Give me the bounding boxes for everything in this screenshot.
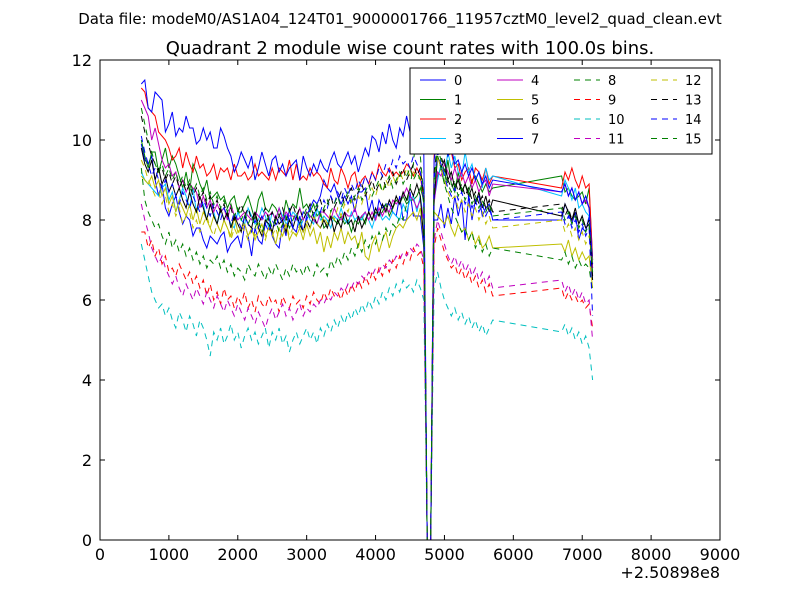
series-line-4 (140, 99, 594, 541)
legend-label-5: 5 (531, 94, 539, 109)
series-line-7 (140, 67, 594, 541)
axes-layer: 0 1000 2000 3000 4000 5000 6000 7000 8000 9000 0 2 4… (72, 51, 741, 564)
series-line-14 (140, 135, 594, 541)
legend-label-6: 6 (531, 113, 539, 128)
legend-label-4: 4 (531, 74, 539, 89)
legend-label-11: 11 (608, 133, 625, 148)
series-line-5 (140, 174, 594, 541)
series-layer (140, 67, 594, 541)
legend-label-10: 10 (608, 113, 625, 128)
x-tick-label: 4000 (355, 545, 396, 564)
legend-label-0: 0 (454, 74, 462, 89)
y-tick-label: 8 (82, 211, 92, 230)
x-tick-label: 1000 (149, 545, 190, 564)
y-tick-label: 12 (72, 51, 92, 70)
series-line-15 (140, 107, 594, 541)
series-line-8 (140, 123, 594, 541)
x-tick-label: 6000 (493, 545, 534, 564)
series-line-9 (141, 227, 594, 541)
legend-label-12: 12 (685, 74, 702, 89)
x-tick-label: 5000 (424, 545, 465, 564)
chart-suptitle: Data file: modeM0/AS1A04_124T01_90000017… (78, 10, 722, 29)
y-tick-label: 0 (82, 531, 92, 550)
y-tick-label: 10 (72, 131, 92, 150)
legend-label-1: 1 (454, 94, 462, 109)
series-line-11 (140, 203, 594, 541)
x-offset-label: +2.50898e8 (620, 563, 720, 582)
legend-label-2: 2 (454, 113, 462, 128)
x-tick-label: 7000 (562, 545, 603, 564)
y-tick-label: 4 (82, 371, 92, 390)
y-tick-label: 6 (82, 291, 92, 310)
series-line-12 (140, 155, 594, 541)
legend-label-15: 15 (685, 133, 702, 148)
legend-label-13: 13 (685, 94, 702, 109)
x-tick-label: 8000 (631, 545, 672, 564)
series-line-0 (140, 143, 594, 541)
legend-label-8: 8 (608, 74, 616, 89)
x-tick-label: 3000 (286, 545, 327, 564)
legend-label-14: 14 (685, 113, 702, 128)
series-line-13 (140, 115, 594, 541)
series-line-2 (140, 87, 594, 541)
legend-label-9: 9 (608, 94, 616, 109)
x-tick-label: 0 (95, 545, 105, 564)
plot-frame (99, 59, 721, 541)
y-tick-label: 2 (82, 451, 92, 470)
legend-box (409, 67, 713, 155)
chart-title: Quadrant 2 module wise count rates with … (166, 38, 655, 59)
series-line-6 (140, 147, 594, 541)
x-tick-label: 2000 (217, 545, 258, 564)
x-tick-label: 9000 (700, 545, 741, 564)
legend-label-7: 7 (531, 133, 539, 148)
legend-label-3: 3 (454, 133, 462, 148)
series-line-10 (140, 243, 594, 541)
